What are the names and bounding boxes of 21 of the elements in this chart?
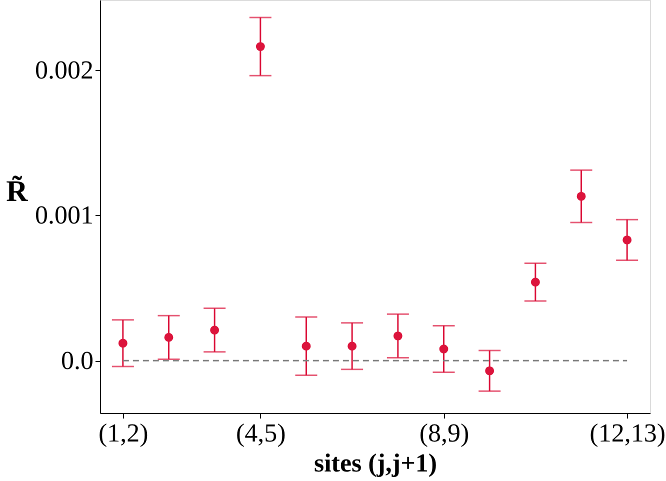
point <box>164 332 174 342</box>
point <box>439 344 448 354</box>
x-tick-label: (8,9) <box>419 418 470 448</box>
point <box>302 342 311 351</box>
x-tick-label: (4,5) <box>236 418 286 448</box>
point <box>622 235 632 244</box>
point <box>485 366 494 376</box>
y-tick-label: 0.001 <box>35 200 94 230</box>
point <box>530 278 540 287</box>
y-tick-label: 0.0 <box>61 346 94 376</box>
x-tick-label: (12,13) <box>590 418 666 448</box>
point <box>576 192 586 201</box>
x-tick-label: (1,2) <box>98 418 148 448</box>
point <box>256 42 265 51</box>
point <box>393 331 402 340</box>
point <box>118 338 128 348</box>
point <box>348 342 357 351</box>
point <box>210 326 220 335</box>
y-axis-title: R̃ <box>6 175 28 208</box>
x-axis-title: sites (j,j+1) <box>314 448 438 478</box>
y-tick-label: 0.002 <box>35 55 94 84</box>
